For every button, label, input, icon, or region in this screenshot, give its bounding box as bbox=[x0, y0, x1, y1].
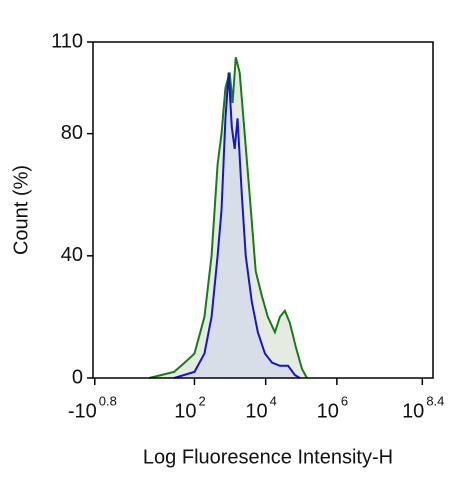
y-tick-label: 40 bbox=[61, 244, 83, 266]
x-tick-base: 10 bbox=[402, 400, 424, 422]
x-tick-power: 0.8 bbox=[99, 393, 117, 408]
x-tick-label: 10 2 bbox=[174, 393, 205, 422]
y-tick-label: 0 bbox=[72, 366, 83, 388]
x-tick-base: 10 bbox=[317, 400, 339, 422]
x-tick-base: 10 bbox=[174, 400, 196, 422]
x-tick-power: 2 bbox=[198, 393, 205, 408]
x-tick-power: 6 bbox=[341, 393, 348, 408]
x-tick-power: 8.4 bbox=[426, 393, 444, 408]
y-tick-label: 80 bbox=[61, 122, 83, 144]
x-tick-base: 10 bbox=[245, 400, 267, 422]
line bbox=[173, 72, 301, 379]
area-fill bbox=[174, 72, 300, 378]
plot-frame bbox=[92, 41, 434, 379]
x-axis-label: Log Fluoresence Intensity-H bbox=[143, 446, 393, 468]
x-tick-power: 4 bbox=[270, 393, 277, 408]
x-tick-label: 10 8.4 bbox=[402, 393, 444, 422]
line bbox=[149, 57, 308, 379]
x-tick-label: 10 6 bbox=[317, 393, 348, 422]
x-tick-label: -10 0.8 bbox=[68, 393, 117, 422]
x-tick-label: 10 4 bbox=[245, 393, 276, 422]
y-tick-label: 110 bbox=[51, 30, 83, 52]
x-tick-base: -10 bbox=[68, 400, 97, 422]
y-axis-label: Count (%) bbox=[10, 165, 32, 255]
